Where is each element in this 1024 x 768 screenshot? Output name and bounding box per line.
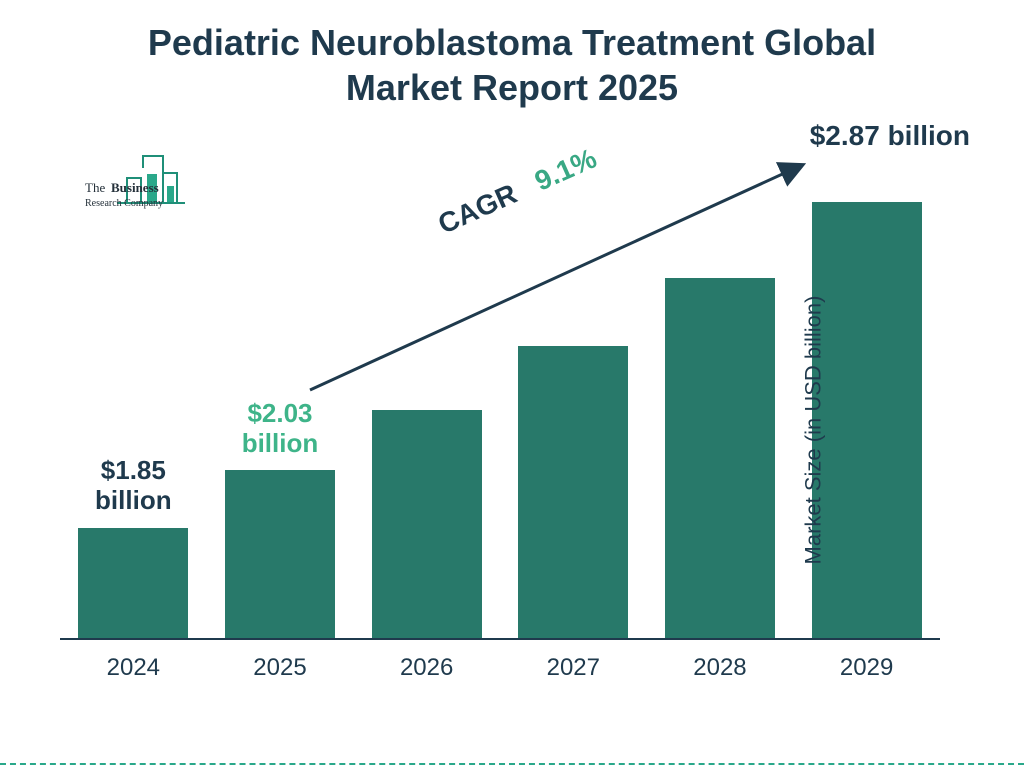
- bar: [372, 410, 482, 640]
- bar-value-label: $2.03billion: [200, 399, 360, 459]
- x-axis-line: [60, 638, 940, 640]
- bar-wrap: [367, 410, 487, 640]
- title-line-2: Market Report 2025: [0, 65, 1024, 110]
- bar: [225, 470, 335, 640]
- x-axis-category: 2027: [513, 654, 633, 682]
- x-axis-category: 2026: [367, 654, 487, 682]
- bar-wrap: $2.03billion: [220, 470, 340, 640]
- x-axis-category: 2025: [220, 654, 340, 682]
- x-axis-category: 2029: [807, 654, 927, 682]
- y-axis-label: Market Size (in USD billion): [801, 296, 827, 565]
- page-title: Pediatric Neuroblastoma Treatment Global…: [0, 20, 1024, 110]
- x-axis-labels: 2024 2025 2026 2027 2028 2029: [60, 654, 940, 682]
- footer-dashed-line: [0, 763, 1024, 765]
- x-axis-category: 2028: [660, 654, 780, 682]
- bar: [665, 278, 775, 640]
- chart-container: Pediatric Neuroblastoma Treatment Global…: [0, 0, 1024, 768]
- bar: [78, 528, 188, 640]
- x-axis-category: 2024: [73, 654, 193, 682]
- bar-chart: $1.85billion$2.03billion 202420252026202…: [60, 160, 940, 700]
- title-line-1: Pediatric Neuroblastoma Treatment Global: [0, 20, 1024, 65]
- bar-wrap: $1.85billion: [73, 528, 193, 640]
- bar-wrap: [513, 346, 633, 640]
- bar: [812, 202, 922, 640]
- top-value-annotation: $2.87 billion: [810, 120, 970, 152]
- bar-wrap: [660, 278, 780, 640]
- bar: [518, 346, 628, 640]
- bar-value-label: $1.85billion: [53, 456, 213, 516]
